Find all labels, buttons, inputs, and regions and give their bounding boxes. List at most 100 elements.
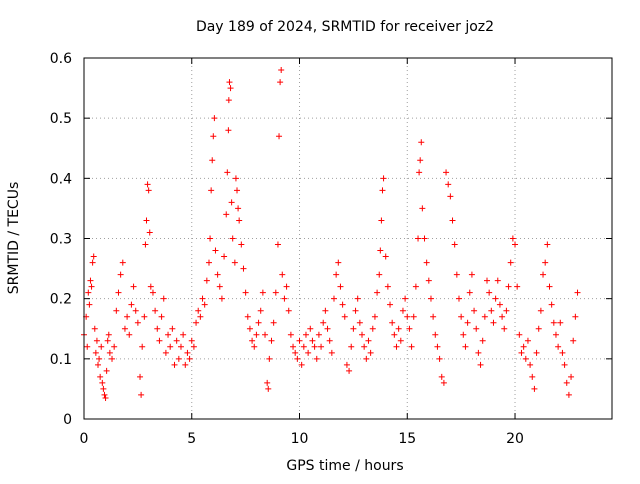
data-point	[175, 355, 182, 362]
data-point	[197, 313, 204, 320]
data-point	[152, 307, 159, 314]
data-point	[570, 337, 577, 344]
data-point	[565, 391, 572, 398]
y-tick-label: 0.2	[50, 292, 72, 308]
data-point	[354, 295, 361, 302]
x-tick-label: 20	[506, 431, 524, 447]
data-point	[86, 301, 93, 308]
data-point	[156, 337, 163, 344]
data-point	[101, 391, 108, 398]
data-point	[377, 247, 384, 254]
data-point	[343, 361, 350, 368]
data-point	[274, 241, 281, 248]
data-point	[447, 193, 454, 200]
data-point	[255, 319, 262, 326]
data-point	[212, 247, 219, 254]
data-point	[365, 337, 372, 344]
data-point	[165, 331, 172, 338]
data-point	[505, 283, 512, 290]
data-point	[421, 235, 428, 242]
data-point	[436, 355, 443, 362]
data-point	[415, 235, 422, 242]
data-point	[251, 343, 258, 350]
data-point	[322, 307, 329, 314]
data-point	[374, 289, 381, 296]
data-point	[104, 337, 111, 344]
data-point	[371, 313, 378, 320]
data-point	[186, 355, 193, 362]
data-point	[105, 331, 112, 338]
data-point	[399, 307, 406, 314]
data-point	[265, 385, 272, 392]
data-point	[88, 283, 95, 290]
data-point	[432, 331, 439, 338]
data-point	[529, 373, 536, 380]
data-point	[236, 217, 243, 224]
data-point	[486, 289, 493, 296]
data-point	[227, 85, 234, 92]
y-tick-label: 0	[63, 412, 72, 428]
data-point	[466, 289, 473, 296]
data-point	[145, 187, 152, 194]
chart-title: Day 189 of 2024, SRMTID for receiver joz…	[196, 19, 494, 35]
data-point	[346, 367, 353, 374]
data-point	[225, 127, 232, 134]
data-point	[149, 289, 156, 296]
data-point	[410, 313, 417, 320]
data-point	[315, 331, 322, 338]
data-point	[276, 133, 283, 140]
data-point	[253, 331, 260, 338]
data-point	[95, 361, 102, 368]
data-point	[313, 355, 320, 362]
data-point	[226, 79, 233, 86]
data-point	[182, 361, 189, 368]
data-point	[92, 349, 99, 356]
data-point	[305, 349, 312, 356]
data-point	[169, 325, 176, 332]
data-point	[207, 235, 214, 242]
data-point	[568, 373, 575, 380]
data-point	[137, 373, 144, 380]
data-point	[430, 313, 437, 320]
data-point	[89, 259, 96, 266]
data-point	[524, 337, 531, 344]
data-point	[99, 379, 106, 386]
y-axis-label: SRMTID / TECUs	[6, 182, 22, 295]
data-point	[443, 169, 450, 176]
data-point	[540, 271, 547, 278]
data-point	[460, 331, 467, 338]
data-point	[458, 313, 465, 320]
data-point	[117, 271, 124, 278]
data-point	[90, 253, 97, 260]
data-point	[455, 295, 462, 302]
x-tick-label: 15	[398, 431, 416, 447]
data-point	[238, 241, 245, 248]
data-point	[210, 133, 217, 140]
data-point	[188, 337, 195, 344]
data-point	[298, 361, 305, 368]
data-point	[387, 301, 394, 308]
data-point	[311, 343, 318, 350]
data-point	[225, 97, 232, 104]
data-point	[363, 355, 370, 362]
data-point	[184, 349, 191, 356]
data-point	[423, 259, 430, 266]
data-point	[134, 319, 141, 326]
data-point	[268, 337, 275, 344]
y-tick-label: 0.1	[50, 352, 72, 368]
data-point	[98, 343, 105, 350]
data-point	[96, 355, 103, 362]
data-point	[121, 325, 128, 332]
data-point	[572, 313, 579, 320]
data-point	[501, 325, 508, 332]
data-point	[158, 313, 165, 320]
data-point	[380, 175, 387, 182]
data-point	[218, 295, 225, 302]
data-point	[147, 283, 154, 290]
data-point	[384, 283, 391, 290]
data-point	[142, 241, 149, 248]
data-point	[259, 289, 266, 296]
data-point	[201, 301, 208, 308]
